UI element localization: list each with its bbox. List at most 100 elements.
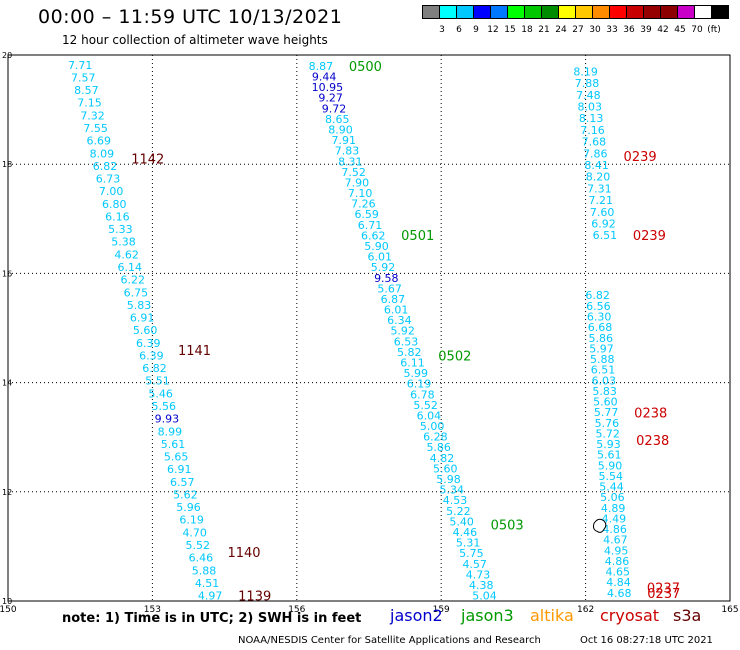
- scale-swatch: [711, 5, 729, 19]
- scale-swatch: [660, 5, 678, 19]
- scale-label: 36: [623, 25, 635, 35]
- wave-height-value: 6.91: [130, 312, 155, 325]
- legend-s3a: s3a: [673, 606, 702, 625]
- pass-time-label: 0238: [634, 407, 667, 422]
- scale-swatch: [677, 5, 695, 19]
- wave-height-value: 8.57: [74, 84, 99, 97]
- wave-height-value: 6.28: [423, 431, 448, 444]
- scale-swatch: [609, 5, 627, 19]
- pass-time-label: 0501: [401, 229, 434, 244]
- wave-height-value: 5.96: [176, 501, 201, 514]
- y-tick-label: 14: [2, 379, 12, 388]
- wave-height-value: 7.68: [582, 136, 607, 149]
- wave-height-value: 7.60: [590, 206, 615, 219]
- scale-swatch: [507, 5, 525, 19]
- scale-swatch: [473, 5, 491, 19]
- scale-swatch: [558, 5, 576, 19]
- wave-height-value: 6.53: [394, 335, 419, 348]
- wave-height-value: 6.34: [387, 314, 412, 327]
- wave-height-value: 9.72: [322, 102, 347, 115]
- wave-height-value: 7.10: [348, 187, 373, 200]
- scale-swatch: [694, 5, 712, 19]
- wave-height-value: 5.92: [390, 325, 415, 338]
- y-tick-label: 16: [2, 269, 12, 278]
- wave-height-value: 5.98: [436, 473, 461, 486]
- wave-height-value: 5.06: [600, 491, 625, 504]
- wave-height-value: 4.46: [453, 526, 478, 539]
- scale-label: 24: [555, 25, 567, 35]
- wave-height-value: 5.44: [599, 481, 624, 494]
- wave-height-value: 8.13: [579, 112, 604, 125]
- wave-height-value: 5.72: [595, 427, 620, 440]
- wave-height-value: 6.82: [585, 289, 610, 302]
- x-tick-label: 159: [433, 605, 450, 615]
- pass-time-label: 1141: [178, 344, 211, 359]
- wave-height-value: 9.93: [155, 413, 180, 426]
- wave-height-value: 10.95: [312, 81, 344, 94]
- x-tick-label: 165: [721, 605, 738, 615]
- wave-height-value: 6.04: [417, 409, 442, 422]
- wave-height-value: 5.90: [598, 459, 623, 472]
- y-tick-label: 20: [2, 51, 12, 60]
- wave-height-value: 6.87: [381, 293, 406, 306]
- scale-label: 42: [657, 25, 669, 35]
- wave-height-value: 7.48: [576, 89, 601, 102]
- wave-height-value: 5.00: [420, 420, 445, 433]
- pass-time-label: 0500: [349, 60, 382, 75]
- wave-height-value: 6.39: [139, 349, 164, 362]
- wave-height-value: 5.61: [597, 449, 622, 462]
- pass-time-label: 0239: [624, 150, 657, 165]
- wave-height-value: 5.93: [596, 438, 621, 451]
- wave-height-value: 5.86: [588, 332, 613, 345]
- wave-height-value: 4.53: [443, 494, 468, 507]
- wave-height-value: 4.49: [602, 512, 627, 525]
- wave-height-value: 6.62: [361, 229, 386, 242]
- wave-height-value: 4.89: [601, 502, 626, 515]
- wave-height-value: 6.78: [410, 388, 435, 401]
- wave-height-value: 5.56: [151, 400, 176, 413]
- wave-height-value: 6.69: [87, 135, 112, 148]
- wave-height-value: 8.99: [158, 425, 183, 438]
- wave-height-value: 7.21: [588, 194, 613, 207]
- wave-height-value: 6.80: [102, 198, 127, 211]
- wave-height-value: 6.01: [384, 304, 409, 317]
- wave-height-value: 6.11: [400, 357, 425, 370]
- chart-subtitle: 12 hour collection of altimeter wave hei…: [62, 33, 328, 47]
- wave-height-value: 5.88: [590, 353, 615, 366]
- wave-height-value: 6.68: [588, 321, 613, 334]
- wave-height-value: 8.41: [584, 159, 609, 172]
- wave-height-value: 6.03: [592, 374, 617, 387]
- wave-height-value: 7.15: [77, 97, 102, 110]
- wave-height-value: 9.44: [312, 71, 337, 84]
- wave-height-value: 5.92: [371, 261, 396, 274]
- wave-height-value: 5.60: [433, 462, 458, 475]
- wave-height-value: 5.04: [472, 590, 497, 603]
- page-title: 00:00 – 11:59 UTC 10/13/2021: [38, 6, 343, 28]
- wave-height-value: 5.52: [186, 539, 211, 552]
- y-tick-label: 10: [2, 597, 12, 606]
- wave-height-value: 7.00: [99, 185, 124, 198]
- scale-label: 15: [504, 25, 516, 35]
- wave-height-value: 6.19: [407, 378, 432, 391]
- wave-height-value: 5.52: [413, 399, 438, 412]
- wave-height-value: 6.71: [358, 219, 383, 232]
- wave-height-value: 4.57: [462, 558, 487, 571]
- scale-label: 39: [640, 25, 652, 35]
- legend-jason2: jason2: [390, 606, 443, 625]
- wave-height-value: 6.01: [368, 251, 393, 264]
- wave-height-value: 5.54: [599, 470, 624, 483]
- wave-height-value: 4.51: [195, 577, 220, 590]
- wave-height-value: 4.68: [607, 587, 632, 600]
- wave-height-value: 6.46: [189, 552, 214, 565]
- y-tick-label: 18: [2, 160, 12, 169]
- wave-height-value: 7.31: [587, 182, 612, 195]
- pass-time-label: 0238: [636, 434, 669, 449]
- footer-note: note: 1) Time is in UTC; 2) SWH is in fe…: [62, 611, 362, 626]
- wave-height-value: 5.22: [446, 505, 471, 518]
- wave-height-value: 5.51: [145, 375, 170, 388]
- scale-label: 45: [674, 25, 686, 35]
- wave-height-value: 7.88: [575, 77, 600, 90]
- wave-height-value: 5.86: [426, 441, 451, 454]
- wave-height-value: 8.20: [586, 171, 611, 184]
